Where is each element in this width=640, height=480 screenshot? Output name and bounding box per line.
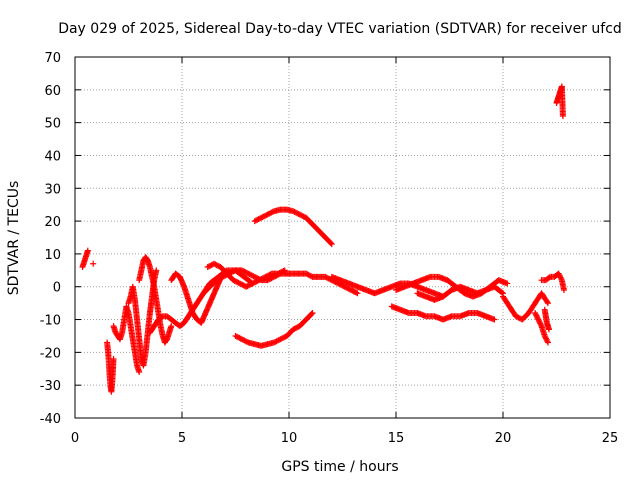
data-points [79, 83, 567, 395]
data-point [309, 309, 316, 316]
data-point [534, 313, 541, 320]
data-point [535, 316, 542, 323]
data-point [84, 247, 91, 254]
data-point [354, 290, 361, 297]
data-point [560, 287, 567, 294]
y-tick-label: 60 [44, 84, 61, 99]
data-point [498, 289, 505, 296]
data-point [544, 338, 551, 345]
y-tick-label: -30 [40, 379, 61, 394]
data-point [280, 267, 287, 274]
data-point [353, 289, 360, 296]
x-tick-label: 0 [71, 431, 79, 446]
data-point [544, 298, 551, 305]
data-point [555, 270, 562, 277]
data-point [153, 267, 160, 274]
data-point [532, 309, 539, 316]
data-point [556, 271, 563, 278]
y-tick-label: 50 [44, 117, 61, 132]
data-point [535, 317, 542, 324]
data-point [281, 267, 288, 274]
data-point [534, 315, 541, 322]
grid-lines [75, 57, 610, 418]
data-point [546, 326, 553, 333]
data-point [491, 316, 498, 323]
data-point [537, 320, 544, 327]
data-point [533, 312, 540, 319]
chart-title: Day 029 of 2025, Sidereal Day-to-day VTE… [58, 21, 622, 37]
data-point [327, 240, 334, 247]
data-point [536, 319, 543, 326]
data-point [542, 334, 549, 341]
y-tick-label: 10 [44, 248, 61, 263]
data-point [308, 310, 315, 317]
y-tick-label: 40 [44, 149, 61, 164]
data-point [168, 323, 175, 330]
x-tick-label: 25 [602, 431, 619, 446]
x-tick-label: 5 [178, 431, 186, 446]
data-point [136, 369, 143, 376]
x-axis-label: GPS time / hours [281, 459, 398, 475]
y-axis-label: SDTVAR / TECUs [6, 181, 22, 296]
data-point [532, 311, 539, 318]
axis-ticks: 0 5 10 15 20 25 -40 -30 -20 -10 0 10 20 30 40 50 60 70 [40, 51, 619, 446]
data-point [544, 300, 551, 307]
data-point [90, 260, 97, 267]
plot-frame [74, 56, 611, 419]
y-tick-label: -40 [40, 412, 61, 427]
y-tick-label: 20 [44, 215, 61, 230]
data-point [543, 335, 550, 342]
data-point [544, 339, 551, 346]
data-point [543, 336, 550, 343]
data-point [537, 321, 544, 328]
y-tick-label: 70 [44, 51, 61, 66]
data-point [559, 113, 566, 120]
data-point [328, 241, 335, 248]
y-tick-label: -20 [40, 346, 61, 361]
data-point [504, 280, 511, 287]
x-tick-label: 20 [495, 431, 512, 446]
data-point [556, 273, 563, 280]
data-point [557, 274, 564, 281]
data-point [558, 275, 565, 282]
x-tick-label: 15 [388, 431, 405, 446]
y-tick-label: -10 [40, 314, 61, 329]
data-point [541, 332, 548, 339]
data-point [110, 355, 117, 362]
y-tick-label: 0 [53, 281, 61, 296]
x-tick-label: 10 [281, 431, 298, 446]
y-tick-label: 30 [44, 182, 61, 197]
